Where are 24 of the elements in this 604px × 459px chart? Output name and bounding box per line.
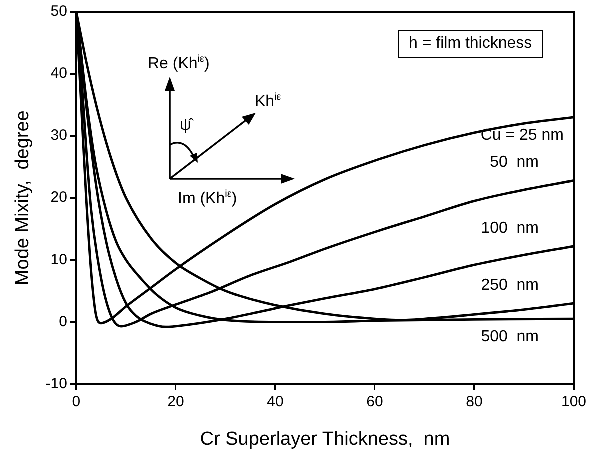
y-tick-label: 30 xyxy=(50,127,68,144)
x-tick-label: 40 xyxy=(267,393,284,410)
y-axis-title: Mode Mixity, degree xyxy=(12,110,34,286)
x-axis-title: Cr Superlayer Thickness, nm xyxy=(200,428,450,450)
x-tick-label: 0 xyxy=(72,393,81,410)
y-tick-label: 10 xyxy=(50,251,68,268)
x-tick-label: 80 xyxy=(466,393,483,410)
annotation: Kh$^{iε}$ xyxy=(255,92,282,110)
x-tick-label: 60 xyxy=(366,393,384,410)
series-label: 50 nm xyxy=(490,154,539,172)
series-label: 100 nm xyxy=(481,220,539,237)
y-tick-label: 40 xyxy=(50,65,68,82)
annotation: Re (Kh$^{iε}$) xyxy=(148,54,210,72)
x-tick-label: 100 xyxy=(561,393,587,410)
y-tick-label: 0 xyxy=(59,313,68,330)
annotation: Im (Kh$^{iε}$) xyxy=(178,189,238,208)
annotation: ψ̂ xyxy=(180,117,192,134)
annotation: h = film thickness xyxy=(398,30,544,58)
x-tick-label: 20 xyxy=(168,393,184,410)
series-label: 500 nm xyxy=(481,328,539,346)
series-label: 250 nm xyxy=(481,276,539,294)
y-tick-label: 20 xyxy=(50,189,68,206)
y-tick-label: -10 xyxy=(46,375,68,392)
y-tick-label: 50 xyxy=(50,3,68,20)
